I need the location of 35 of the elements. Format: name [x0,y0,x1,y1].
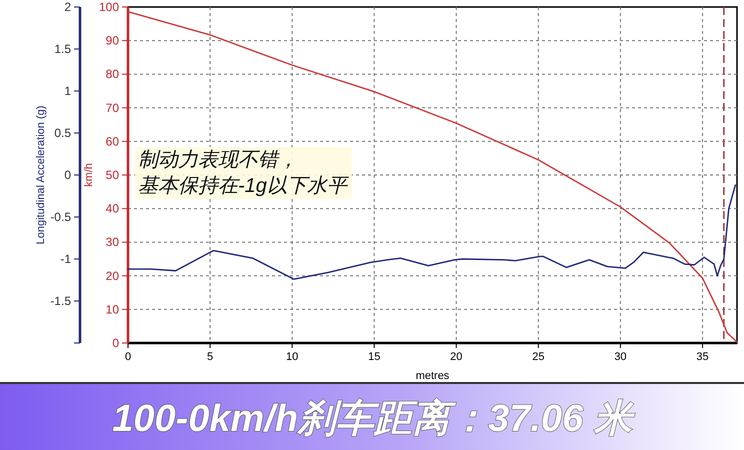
y-axis-title: km/h [83,163,95,187]
x-tick-label: 20 [450,351,462,363]
y2-tick-label: 1.5 [54,42,72,56]
x-tick-label: 0 [124,351,132,363]
y-tick-label: 50 [106,168,120,182]
x-tick-label: 15 [368,351,380,363]
y-tick-label: 0 [112,336,120,350]
y-tick-label: 90 [106,34,120,48]
y-tick-label: 20 [106,268,120,283]
y2-tick-label: 1 [64,84,72,98]
y2-tick-label: 0.5 [54,126,72,140]
y2-axis-title: Longitudinal Acceleration (g) [35,106,47,244]
y-tick-label: 10 [106,302,120,316]
annotation: 制动力表现不错， [138,149,298,171]
y-tick-label: 80 [106,67,120,82]
y-tick-label: 60 [106,134,120,148]
y2-tick-label: -1 [60,252,72,266]
y2-tick-label: -1.5 [50,294,72,308]
text: 100-0km/h刹车距离：37.06 米 [112,397,636,440]
x-axis-title: metres [416,370,450,382]
x-tick-label: 35 [696,351,709,363]
x-tick-label: 5 [207,351,214,363]
y-tick-label: 30 [106,235,120,250]
y2-tick-label: -0.5 [50,210,72,224]
x-tick-label: 25 [532,351,544,363]
annotation: 基本保持在-1g以下水平 [138,175,349,197]
y2-tick-label: 2 [64,0,72,14]
y-tick-label: 40 [106,202,120,216]
annotation: 制动力表现不错， 基本保持在-1g以下水平 [135,147,352,199]
y-tick-label: 100 [98,0,120,14]
x-tick-label: 30 [614,351,627,363]
line-series [127,11,738,343]
y2-tick-label: 0 [64,168,72,182]
y-tick-label: 70 [106,100,120,115]
x-tick-label: 10 [286,351,298,363]
